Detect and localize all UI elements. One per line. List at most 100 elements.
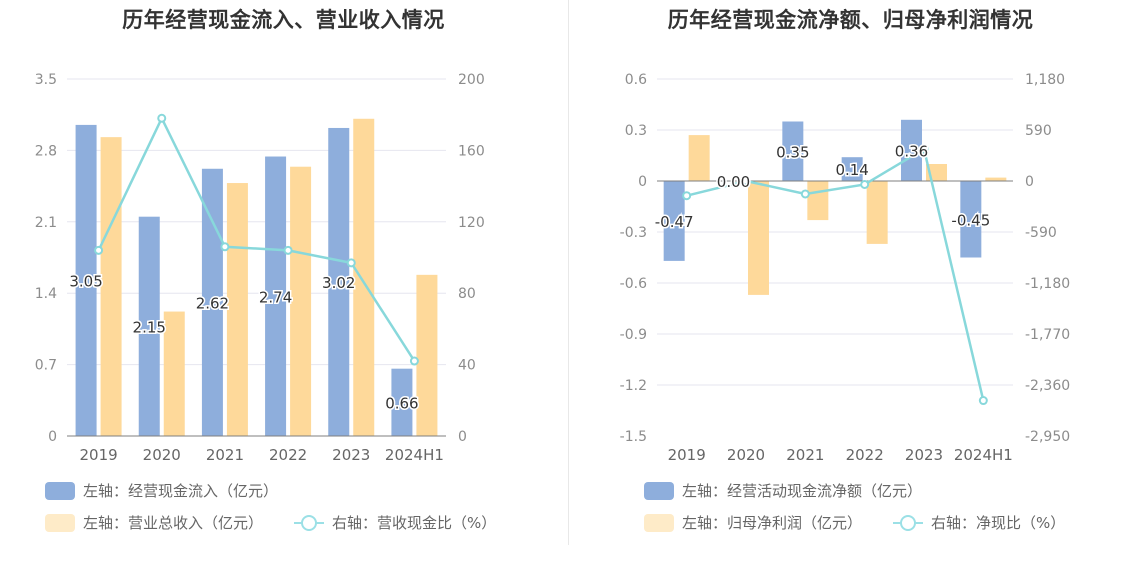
legend-swatch-bar-blue — [45, 481, 75, 500]
y-right-tick-label: -1,770 — [1025, 327, 1070, 343]
legend-item-left-1[interactable]: 左轴：经营现金流入（亿元） — [45, 480, 278, 501]
bar-series-1 — [75, 124, 97, 437]
line-point — [800, 189, 810, 199]
y-right-tick-label: 200 — [458, 72, 485, 88]
legend-label: 左轴：营业总收入（亿元） — [83, 514, 264, 532]
line-point — [409, 356, 419, 366]
line-series — [686, 147, 985, 401]
bar-series-2 — [688, 135, 710, 181]
y-left-tick-label: 2.1 — [35, 215, 57, 231]
legend-item-right-2[interactable]: 左轴：归母净利润（亿元） — [644, 512, 862, 533]
y-right-tick-label: 0 — [1025, 174, 1034, 190]
line-point — [283, 245, 293, 255]
line-point — [220, 242, 230, 252]
legend-item-left-2[interactable]: 左轴：营业总收入（亿元） — [45, 512, 263, 533]
bar-series-1 — [663, 181, 685, 261]
legend-swatch-line — [893, 514, 923, 532]
bar-series-1 — [201, 168, 223, 436]
bar-series-2 — [353, 118, 375, 436]
x-tick-label: 2021 — [206, 446, 244, 464]
y-right-tick-label: 1,180 — [1025, 72, 1065, 88]
legend-item-right-1[interactable]: 左轴：经营活动现金流净额（亿元） — [644, 480, 922, 501]
line-point — [860, 179, 870, 189]
bar-series-1 — [960, 181, 982, 258]
chart-panel-right: 历年经营现金流净额、归母净利润情况 -1.5 -2,950 -1.2 -2,360 -0… — [567, 0, 1134, 582]
chart-title-right: 历年经营现金流净额、归母净利润情况 — [667, 8, 1034, 32]
legend-label: 左轴：归母净利润（亿元） — [682, 514, 863, 532]
y-right-tick-label: 120 — [458, 215, 485, 231]
bar-series-1 — [901, 119, 922, 181]
line-point — [741, 176, 751, 186]
y-left-tick-label: 1.4 — [35, 286, 57, 302]
bar-data-label: 3.02 — [322, 274, 355, 292]
y-left-tick-label: 0 — [638, 174, 647, 190]
bar-data-label: -0.45 — [951, 211, 990, 229]
chart-left-svg: 0 0 0.7 40 1.4 80 2.1 120 2.8 160 3.5 200 2019 2020 20… — [35, 72, 485, 464]
y-right-tick-label: -2,950 — [1025, 429, 1070, 445]
chart-panel-left: 历年经营现金流入、营业收入情况 0 0 0.7 40 1.4 80 2.1 120 2.8 160… — [35, 8, 497, 533]
bar-series-1 — [391, 368, 413, 436]
y-left-tick-label: -0.3 — [620, 225, 647, 241]
bar-data-label: 2.62 — [196, 294, 229, 312]
bar-series-2 — [866, 181, 888, 244]
bar-series-2 — [100, 137, 122, 436]
y-right-tick-label: 590 — [1025, 123, 1052, 139]
legend-swatch-bar-orange — [644, 513, 674, 532]
bar-series-1 — [782, 121, 804, 181]
bar-data-label: 0.14 — [835, 161, 868, 179]
bar-series-2 — [807, 181, 829, 221]
x-tick-label: 2022 — [269, 446, 307, 464]
y-right-tick-label: 0 — [458, 429, 467, 445]
x-tick-label: 2020 — [143, 446, 181, 464]
x-tick-label: 2024H1 — [385, 446, 444, 464]
legend-swatch-line — [294, 514, 324, 532]
bar-series-1 — [841, 157, 863, 181]
y-right-tick-label: 80 — [458, 286, 476, 302]
y-left-tick-label: 2.8 — [35, 143, 57, 159]
bar-data-label: 2.15 — [133, 318, 166, 336]
y-left-tick-label: 0 — [48, 429, 57, 445]
x-tick-label: 2024H1 — [954, 446, 1013, 464]
y-left-tick-label: -0.9 — [620, 327, 647, 343]
y-right-tick-label: -590 — [1025, 225, 1057, 241]
legend-item-left-3[interactable]: 右轴：营收现金比（%） — [294, 512, 496, 533]
legend-label: 左轴：经营现金流入（亿元） — [83, 482, 279, 500]
bar-data-label: 0.00 — [717, 173, 750, 191]
x-tick-label: 2021 — [786, 446, 824, 464]
line-point — [94, 245, 104, 255]
bar-data-label: 0.35 — [776, 143, 809, 161]
line-point — [682, 191, 692, 201]
y-left-tick-label: 0.7 — [35, 358, 57, 374]
bar-series-2 — [290, 166, 312, 436]
bar-series-1 — [138, 216, 160, 436]
y-left-tick-label: 0.3 — [625, 123, 647, 139]
x-tick-label: 2019 — [79, 446, 117, 464]
chart-right-svg: -1.5 -2,950 -1.2 -2,360 -0.9 -1,770 -0.6 -1,180… — [620, 72, 1070, 464]
bar-data-label: 0.36 — [895, 142, 928, 160]
x-tick-label: 2019 — [668, 446, 706, 464]
y-right-tick-label: 160 — [458, 143, 485, 159]
legend-item-right-3[interactable]: 右轴：净现比（%） — [893, 512, 1065, 533]
y-left-tick-label: 0.6 — [625, 72, 647, 88]
y-right-tick-label: 40 — [458, 358, 476, 374]
y-right-tick-label: -2,360 — [1025, 378, 1070, 394]
bar-data-label: 0.66 — [385, 394, 418, 412]
x-tick-label: 2023 — [332, 446, 370, 464]
legend-swatch-bar-orange — [45, 513, 75, 532]
line-point — [346, 258, 356, 268]
legend-swatch-bar-blue — [644, 481, 674, 500]
x-tick-label: 2023 — [905, 446, 943, 464]
bar-data-label: -0.47 — [655, 213, 694, 231]
y-left-tick-label: -0.6 — [620, 276, 647, 292]
x-tick-label: 2020 — [727, 446, 765, 464]
bar-series-1 — [265, 156, 287, 436]
bar-data-label: 3.05 — [69, 272, 102, 290]
bar-series-2 — [748, 181, 769, 295]
bar-series-2 — [226, 183, 248, 436]
panel-divider — [568, 0, 569, 545]
bar-series-2 — [985, 177, 1007, 181]
y-right-tick-label: -1,180 — [1025, 276, 1070, 292]
line-series — [97, 115, 416, 362]
line-point — [919, 144, 929, 154]
chart-title-left: 历年经营现金流入、营业收入情况 — [122, 8, 445, 32]
